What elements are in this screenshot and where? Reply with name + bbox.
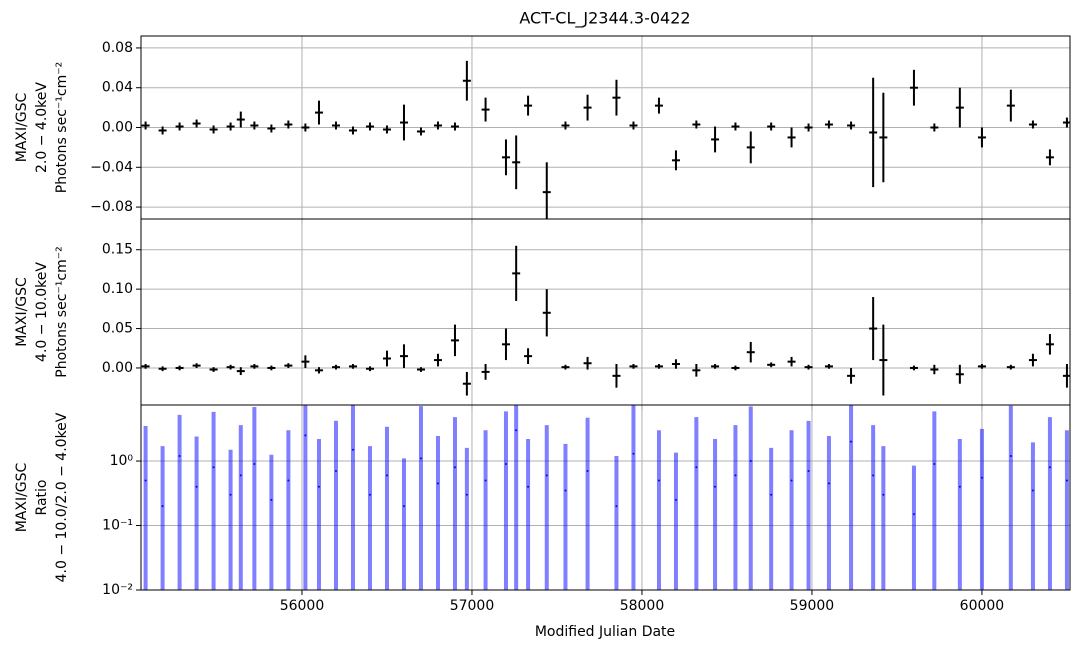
y-tick-label: 0.15 bbox=[102, 242, 133, 258]
ratio-point bbox=[882, 493, 885, 496]
ratio-point bbox=[527, 485, 530, 488]
ratio-point bbox=[317, 485, 320, 488]
ratio-point bbox=[144, 479, 147, 482]
ratio-point bbox=[419, 457, 422, 460]
ratio-point bbox=[615, 505, 618, 508]
ratio-point bbox=[714, 485, 717, 488]
ratio-point bbox=[872, 474, 875, 477]
ratio-point bbox=[270, 498, 273, 501]
ratio-point bbox=[239, 474, 242, 477]
y-tick-label: 10⁻¹ bbox=[102, 518, 133, 534]
ratio-point bbox=[504, 462, 507, 465]
ratio-point bbox=[749, 460, 752, 463]
y-axis-label: MAXI/GSC bbox=[14, 277, 30, 347]
plot-area bbox=[141, 405, 1070, 590]
ratio-point bbox=[586, 470, 589, 473]
plot-area bbox=[141, 219, 1070, 405]
ratio-point bbox=[674, 498, 677, 501]
ratio-point bbox=[1031, 489, 1034, 492]
y-tick-label: 0.00 bbox=[102, 360, 133, 376]
ratio-point bbox=[1048, 466, 1051, 469]
ratio-point bbox=[229, 493, 232, 496]
y-axis-label: Photons sec⁻¹cm⁻² bbox=[54, 62, 70, 194]
ratio-point bbox=[484, 479, 487, 482]
y-tick-label: 0.04 bbox=[102, 80, 133, 96]
y-axis-label: Ratio bbox=[34, 480, 50, 516]
ratio-point bbox=[385, 474, 388, 477]
ratio-point bbox=[453, 466, 456, 469]
ratio-point bbox=[958, 485, 961, 488]
ratio-point bbox=[980, 476, 983, 479]
y-axis-label: Photons sec⁻¹cm⁻² bbox=[54, 246, 70, 378]
ratio-point bbox=[933, 462, 936, 465]
y-axis-label: 2.0 − 4.0keV bbox=[34, 82, 50, 173]
ratio-point bbox=[212, 466, 215, 469]
y-tick-label: 0.08 bbox=[102, 40, 133, 56]
ratio-point bbox=[334, 470, 337, 473]
x-tick-label: 56000 bbox=[280, 598, 325, 614]
y-axis-label: 4.0 − 10.0/2.0 − 4.0keV bbox=[54, 412, 70, 582]
y-tick-label: 10⁰ bbox=[110, 453, 134, 469]
y-tick-label: −0.04 bbox=[90, 159, 133, 175]
ratio-point bbox=[436, 482, 439, 485]
x-axis-label: Modified Julian Date bbox=[535, 624, 675, 640]
x-tick-label: 57000 bbox=[450, 598, 495, 614]
x-tick-label: 60000 bbox=[960, 598, 1005, 614]
x-tick-label: 58000 bbox=[620, 598, 665, 614]
ratio-point bbox=[734, 474, 737, 477]
frame bbox=[140, 218, 1071, 406]
chart-title: ACT-CL_J2344.3-0422 bbox=[519, 9, 690, 29]
ratio-point bbox=[287, 479, 290, 482]
ratio-point bbox=[351, 448, 354, 451]
ratio-point bbox=[827, 482, 830, 485]
x-tick-label: 59000 bbox=[790, 598, 835, 614]
ratio-point bbox=[1009, 454, 1012, 457]
ratio-point bbox=[695, 466, 698, 469]
ratio-point bbox=[402, 505, 405, 508]
ratio-point bbox=[304, 434, 307, 437]
ratio-point bbox=[657, 479, 660, 482]
ratio-point bbox=[161, 505, 164, 508]
y-axis-label: 4.0 − 10.0keV bbox=[34, 262, 50, 362]
ratio-point bbox=[465, 493, 468, 496]
ratio-point bbox=[850, 440, 853, 443]
y-axis-label: MAXI/GSC bbox=[14, 92, 30, 162]
y-tick-label: 0.05 bbox=[102, 321, 133, 337]
frame bbox=[140, 404, 1071, 591]
ratio-point bbox=[368, 493, 371, 496]
plot-area bbox=[141, 36, 1070, 219]
y-tick-label: −0.08 bbox=[90, 199, 133, 215]
ratio-point bbox=[912, 513, 915, 516]
y-tick-label: 0.00 bbox=[102, 120, 133, 136]
ratio-point bbox=[632, 452, 635, 455]
ratio-point bbox=[790, 479, 793, 482]
y-axis-label: MAXI/GSC bbox=[14, 462, 30, 532]
ratio-point bbox=[545, 474, 548, 477]
ratio-point bbox=[807, 470, 810, 473]
ratio-point bbox=[515, 429, 518, 432]
ratio-point bbox=[564, 489, 567, 492]
ratio-point bbox=[253, 462, 256, 465]
ratio-point bbox=[195, 485, 198, 488]
y-tick-label: 10⁻² bbox=[102, 582, 133, 598]
ratio-point bbox=[1065, 479, 1068, 482]
ratio-point bbox=[178, 454, 181, 457]
ratio-point bbox=[770, 493, 773, 496]
y-tick-label: 0.10 bbox=[102, 281, 133, 297]
